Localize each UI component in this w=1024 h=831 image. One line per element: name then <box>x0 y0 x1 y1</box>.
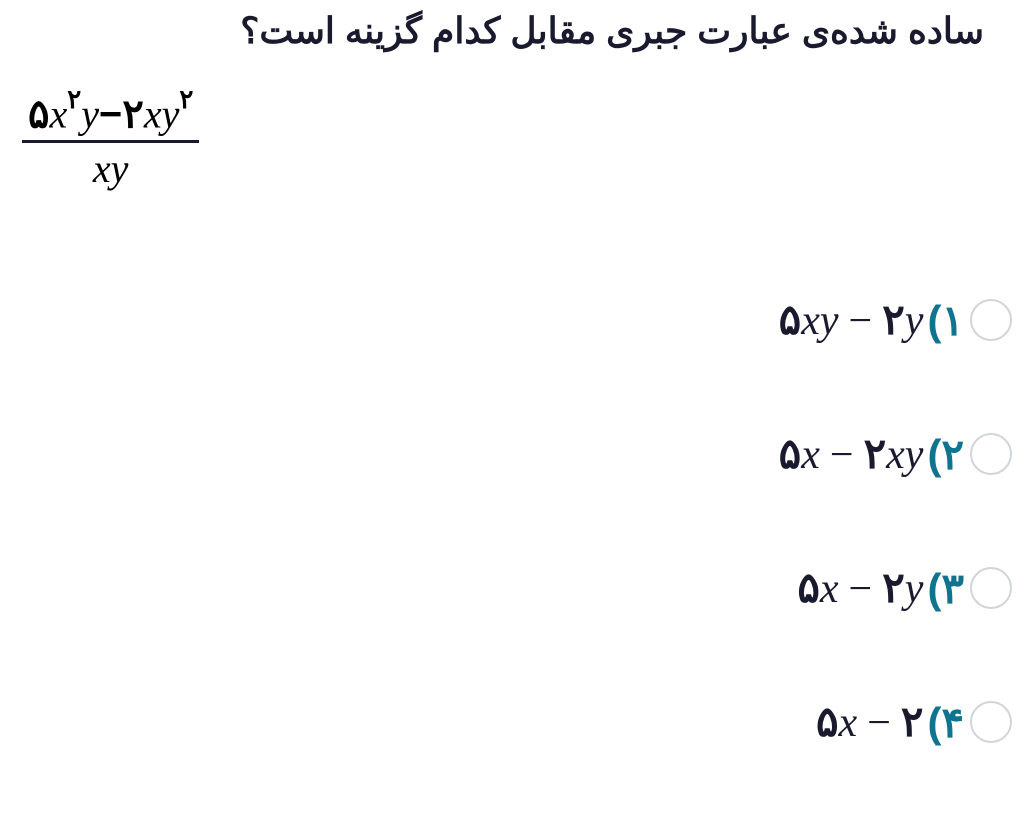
den-var2: y <box>111 146 129 191</box>
option-number-4: ۴) <box>927 698 964 747</box>
num-var3: x <box>144 92 162 137</box>
opt2-t2: xy <box>886 432 923 478</box>
option-row-3[interactable]: ۳) ۵x−۲y <box>779 563 1012 613</box>
numerator: ۵x۲y−۲xy۲ <box>22 80 199 140</box>
opt3-t2: y <box>905 566 924 612</box>
option-number-3: ۳) <box>927 564 964 613</box>
opt2-c1: ۵ <box>779 430 802 477</box>
fraction: ۵x۲y−۲xy۲ xy <box>22 80 199 196</box>
opt3-c2: ۲ <box>882 564 905 611</box>
den-var1: x <box>93 146 111 191</box>
radio-icon[interactable] <box>970 299 1012 341</box>
num-op: − <box>99 93 122 137</box>
opt4-c1: ۵ <box>816 698 839 745</box>
opt3-op: − <box>849 566 873 612</box>
opt3-t1: x <box>820 566 839 612</box>
radio-icon[interactable] <box>970 433 1012 475</box>
opt3-c1: ۵ <box>797 564 820 611</box>
opt4-c2: ۲ <box>901 698 924 745</box>
num-exp1: ۲ <box>67 84 81 114</box>
option-number-1: ۱) <box>927 296 964 345</box>
option-row-2[interactable]: ۲) ۵x−۲xy <box>779 429 1012 479</box>
option-expression-4: ۵x−۲ <box>816 697 923 747</box>
opt2-c2: ۲ <box>864 430 887 477</box>
num-var1: x <box>49 92 67 137</box>
option-row-4[interactable]: ۴) ۵x−۲ <box>779 697 1012 747</box>
num-exp2: ۲ <box>179 84 193 114</box>
opt1-t2: y <box>905 298 924 344</box>
opt1-c2: ۲ <box>882 296 905 343</box>
radio-icon[interactable] <box>970 567 1012 609</box>
opt2-t1: x <box>801 432 820 478</box>
option-row-1[interactable]: ۱) ۵xy−۲y <box>779 295 1012 345</box>
opt1-t1: xy <box>801 298 838 344</box>
num-coef2: ۲ <box>122 93 143 137</box>
opt1-c1: ۵ <box>779 296 802 343</box>
option-expression-3: ۵x−۲y <box>797 563 923 613</box>
question-expression: ۵x۲y−۲xy۲ xy <box>22 80 199 196</box>
opt4-op: − <box>867 700 891 746</box>
radio-icon[interactable] <box>970 701 1012 743</box>
opt1-op: − <box>849 298 873 344</box>
option-number-2: ۲) <box>927 430 964 479</box>
question-title: ساده شده‌ی عبارت جبری مقابل کدام گزینه ا… <box>240 10 984 52</box>
option-expression-1: ۵xy−۲y <box>779 295 924 345</box>
num-coef1: ۵ <box>28 93 49 137</box>
opt2-op: − <box>830 432 854 478</box>
num-var2: y <box>81 92 99 137</box>
num-var4: y <box>162 92 180 137</box>
option-expression-2: ۵x−۲xy <box>779 429 924 479</box>
opt4-t1: x <box>839 700 858 746</box>
options-list: ۱) ۵xy−۲y ۲) ۵x−۲xy ۳) ۵x−۲y ۴) ۵x−۲ <box>779 295 1012 831</box>
denominator: xy <box>22 140 199 196</box>
